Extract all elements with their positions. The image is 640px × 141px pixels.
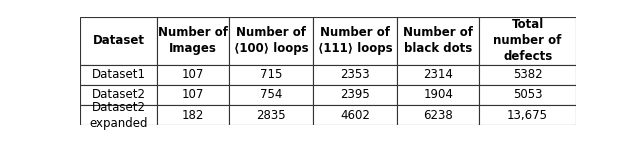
Bar (80, 65, 157, 85)
Bar (397, 85, 479, 105)
Bar (157, 105, 229, 125)
Bar (229, 17, 313, 65)
Bar (80, 85, 157, 105)
Text: 2395: 2395 (340, 88, 370, 101)
Text: 5053: 5053 (513, 88, 542, 101)
Text: 2314: 2314 (424, 68, 453, 81)
Bar (80, 17, 157, 65)
Bar (80, 105, 157, 125)
Text: 13,675: 13,675 (507, 109, 548, 122)
Bar (157, 85, 229, 105)
Bar (229, 65, 313, 85)
Bar (397, 17, 479, 65)
Text: 754: 754 (260, 88, 282, 101)
Bar (313, 105, 397, 125)
Text: 4602: 4602 (340, 109, 370, 122)
Bar (397, 105, 479, 125)
Bar (479, 85, 576, 105)
Text: Dataset2: Dataset2 (92, 88, 145, 101)
Bar (229, 85, 313, 105)
Text: Number of
black dots: Number of black dots (403, 26, 474, 55)
Bar (157, 17, 229, 65)
Text: 107: 107 (182, 68, 204, 81)
Bar (313, 65, 397, 85)
Text: Dataset1: Dataset1 (92, 68, 145, 81)
Bar (157, 65, 229, 85)
Text: 107: 107 (182, 88, 204, 101)
Text: Number of
⟨111⟩ loops: Number of ⟨111⟩ loops (318, 26, 392, 55)
Text: 5382: 5382 (513, 68, 543, 81)
Text: 182: 182 (182, 109, 204, 122)
Text: 715: 715 (260, 68, 282, 81)
Text: 1904: 1904 (424, 88, 453, 101)
Bar (479, 105, 576, 125)
Text: 2835: 2835 (256, 109, 286, 122)
Text: Total
number of
defects: Total number of defects (493, 18, 562, 63)
Bar (313, 85, 397, 105)
Text: Dataset: Dataset (92, 34, 145, 47)
Bar (397, 65, 479, 85)
Text: Number of
⟨100⟩ loops: Number of ⟨100⟩ loops (234, 26, 308, 55)
Text: Dataset2
expanded: Dataset2 expanded (89, 101, 148, 130)
Bar (479, 65, 576, 85)
Bar (313, 17, 397, 65)
Text: 2353: 2353 (340, 68, 370, 81)
Bar (479, 17, 576, 65)
Bar (229, 105, 313, 125)
Text: Number of
Images: Number of Images (158, 26, 228, 55)
Text: 6238: 6238 (424, 109, 453, 122)
